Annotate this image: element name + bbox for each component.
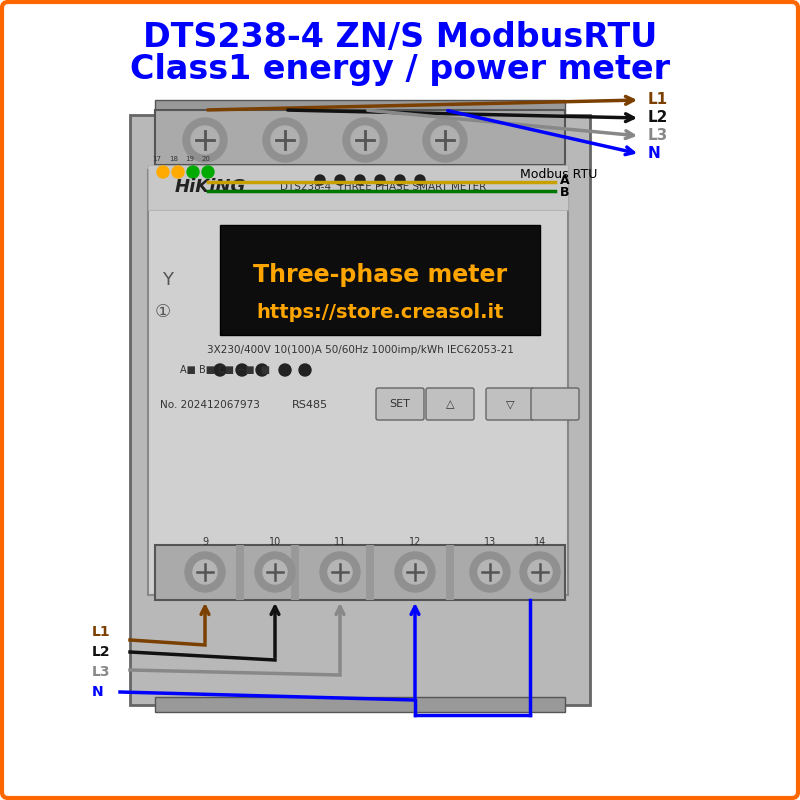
Circle shape <box>520 552 560 592</box>
Text: DTS238-4 ZN/S ModbusRTU: DTS238-4 ZN/S ModbusRTU <box>143 22 657 54</box>
Circle shape <box>403 560 427 584</box>
Circle shape <box>320 552 360 592</box>
Text: N: N <box>92 685 104 699</box>
Circle shape <box>255 552 295 592</box>
Circle shape <box>355 175 365 185</box>
Circle shape <box>263 118 307 162</box>
Circle shape <box>157 166 169 178</box>
Circle shape <box>343 118 387 162</box>
Text: L3: L3 <box>648 129 668 143</box>
Circle shape <box>470 552 510 592</box>
Text: DTS238-4  THREE PHASE SMART METER: DTS238-4 THREE PHASE SMART METER <box>280 182 486 192</box>
Text: L2: L2 <box>92 645 110 659</box>
Text: 11: 11 <box>334 537 346 547</box>
Text: 20: 20 <box>202 156 210 162</box>
Text: 19: 19 <box>186 156 194 162</box>
Text: SET: SET <box>390 399 410 409</box>
Bar <box>155 545 565 600</box>
Circle shape <box>193 560 217 584</box>
Circle shape <box>431 126 459 154</box>
Bar <box>291 545 299 600</box>
Circle shape <box>263 560 287 584</box>
Circle shape <box>185 552 225 592</box>
Text: A: A <box>560 174 570 187</box>
Bar <box>155 110 565 165</box>
Text: Modbus RTU: Modbus RTU <box>520 169 598 182</box>
Circle shape <box>202 166 214 178</box>
Circle shape <box>478 560 502 584</box>
Text: 10: 10 <box>269 537 281 547</box>
Text: ▽: ▽ <box>506 399 514 409</box>
Text: Three-phase meter: Three-phase meter <box>253 263 507 287</box>
Text: ①: ① <box>155 303 171 321</box>
Circle shape <box>415 175 425 185</box>
Bar <box>446 545 454 600</box>
Text: Y: Y <box>162 271 174 289</box>
Circle shape <box>187 166 199 178</box>
Circle shape <box>214 364 226 376</box>
FancyBboxPatch shape <box>531 388 579 420</box>
Text: L3: L3 <box>92 665 110 679</box>
Circle shape <box>335 175 345 185</box>
Circle shape <box>271 126 299 154</box>
Bar <box>130 115 590 705</box>
Circle shape <box>351 126 379 154</box>
Circle shape <box>279 364 291 376</box>
Text: 18: 18 <box>170 156 178 162</box>
Text: No. 202412067973: No. 202412067973 <box>160 400 260 410</box>
FancyBboxPatch shape <box>376 388 424 420</box>
Text: 9: 9 <box>202 537 208 547</box>
Text: 13: 13 <box>484 537 496 547</box>
Text: N: N <box>648 146 661 162</box>
Bar <box>155 100 565 115</box>
FancyBboxPatch shape <box>426 388 474 420</box>
Circle shape <box>328 560 352 584</box>
Circle shape <box>395 552 435 592</box>
Text: Class1 energy / power meter: Class1 energy / power meter <box>130 54 670 86</box>
FancyBboxPatch shape <box>486 388 534 420</box>
Circle shape <box>528 560 552 584</box>
Bar <box>155 697 565 712</box>
Circle shape <box>236 364 248 376</box>
Circle shape <box>395 175 405 185</box>
Bar <box>148 165 568 210</box>
Text: L2: L2 <box>648 110 668 126</box>
Bar <box>220 225 540 335</box>
Circle shape <box>172 166 184 178</box>
Bar <box>366 545 374 600</box>
Circle shape <box>315 175 325 185</box>
Circle shape <box>299 364 311 376</box>
Text: 17: 17 <box>153 156 162 162</box>
Text: L1: L1 <box>648 93 668 107</box>
Text: HiKiNG: HiKiNG <box>175 178 246 196</box>
Text: 3X230/400V 10(100)A 50/60Hz 1000imp/kWh IEC62053-21: 3X230/400V 10(100)A 50/60Hz 1000imp/kWh … <box>206 345 514 355</box>
Circle shape <box>375 175 385 185</box>
Circle shape <box>191 126 219 154</box>
Text: 12: 12 <box>409 537 421 547</box>
Text: 14: 14 <box>534 537 546 547</box>
Circle shape <box>256 364 268 376</box>
Text: A■ B■ C■ ⌐■  ■: A■ B■ C■ ⌐■ ■ <box>180 365 270 375</box>
Circle shape <box>183 118 227 162</box>
Bar <box>236 545 244 600</box>
Circle shape <box>423 118 467 162</box>
Text: L1: L1 <box>92 625 110 639</box>
Bar <box>148 170 568 595</box>
Text: △: △ <box>446 399 454 409</box>
Text: B: B <box>560 186 570 198</box>
Text: https://store.creasol.it: https://store.creasol.it <box>256 302 504 322</box>
Text: RS485: RS485 <box>292 400 328 410</box>
